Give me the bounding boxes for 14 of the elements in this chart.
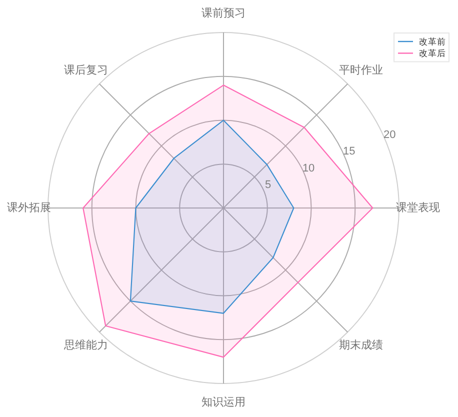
spoke-label: 思维能力 <box>62 338 108 352</box>
y-tick-label: 5 <box>264 179 272 192</box>
y-tick-label: 10 <box>302 162 315 174</box>
legend-label: 改革后 <box>419 48 446 58</box>
spoke-label: 课堂表现 <box>396 201 440 214</box>
spoke-label: 课前预习 <box>202 8 246 20</box>
y-tick-label: 15 <box>342 146 356 158</box>
legend-label: 改革前 <box>419 36 446 46</box>
spoke-label: 平时作业 <box>339 63 384 76</box>
y-tick-label: 20 <box>384 128 396 141</box>
spoke-label: 课外拓展 <box>7 202 51 214</box>
spoke-label: 知识运用 <box>202 396 246 408</box>
spoke-label: 期末成绩 <box>339 338 384 352</box>
spoke-label: 课后复习 <box>64 63 108 76</box>
